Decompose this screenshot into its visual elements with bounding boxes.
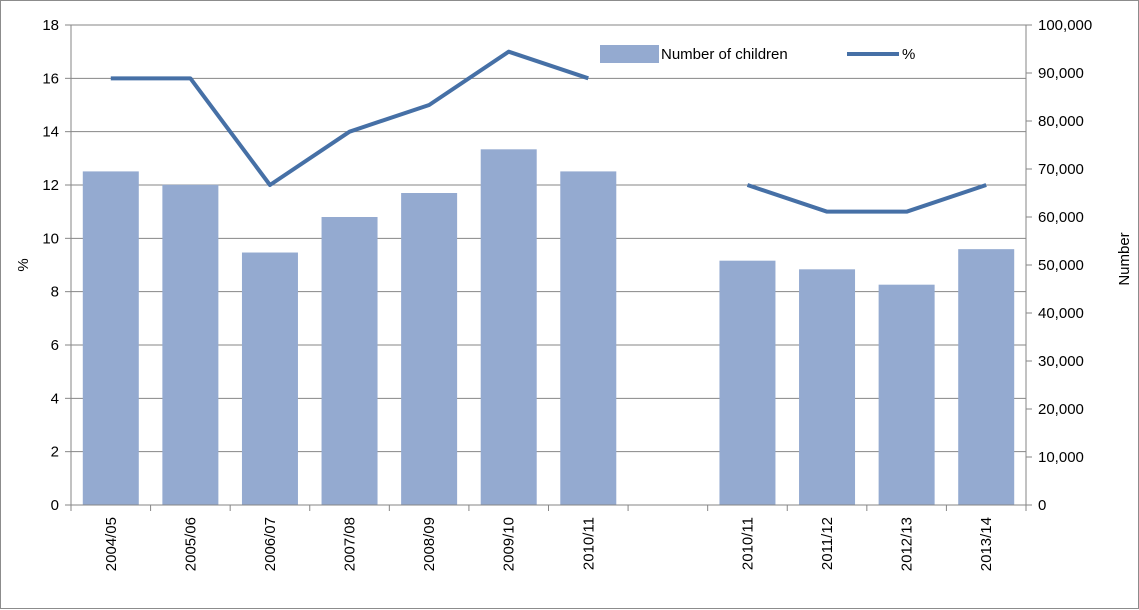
x-tick-label: 2004/05 [103, 517, 120, 571]
legend-label-bars: Number of children [661, 46, 788, 63]
y-tick-label-right: 30,000 [1038, 353, 1084, 370]
x-tick-label: 2007/08 [342, 517, 359, 571]
y-tick-label-right: 50,000 [1038, 257, 1084, 274]
y-axis-title-right: Number [1116, 232, 1133, 285]
y-tick-label-right: 40,000 [1038, 305, 1084, 322]
bar [82, 171, 139, 505]
y-tick-label-left: 16 [42, 70, 59, 87]
y-tick-label-left: 2 [51, 444, 59, 461]
y-tick-label-left: 10 [42, 230, 59, 247]
line-series [110, 49, 589, 187]
y-tick-label-left: 8 [51, 284, 59, 301]
y-tick-label-right: 10,000 [1038, 449, 1084, 466]
x-tick-label: 2008/09 [421, 517, 438, 571]
x-tick-label: 2010/11 [739, 517, 756, 570]
legend-swatch-bars [600, 45, 659, 63]
bar [719, 260, 776, 505]
y-tick-label-left: 12 [42, 177, 59, 194]
x-tick-label: 2005/06 [182, 517, 199, 571]
bar [799, 269, 856, 505]
y-tick-label-left: 14 [42, 124, 59, 141]
bar [958, 249, 1015, 505]
y-tick-label-right: 0 [1038, 497, 1046, 514]
x-tick-label: 2012/13 [899, 517, 916, 571]
y-tick-label-right: 80,000 [1038, 113, 1084, 130]
x-tick-label: 2009/10 [501, 517, 518, 571]
y-tick-label-right: 70,000 [1038, 161, 1084, 178]
x-tick-label: 2013/14 [978, 517, 995, 571]
y-tick-label-right: 20,000 [1038, 401, 1084, 418]
x-tick-label: 2011/12 [819, 517, 836, 570]
bar [321, 217, 378, 505]
y-tick-label-right: 60,000 [1038, 209, 1084, 226]
y-tick-label-right: 90,000 [1038, 65, 1084, 82]
bar [878, 284, 935, 505]
y-tick-label-right: 100,000 [1038, 17, 1092, 34]
bar [560, 171, 617, 505]
legend-label-line: % [902, 46, 915, 63]
bar [401, 193, 458, 505]
y-tick-label-left: 6 [51, 337, 59, 354]
x-tick-label: 2010/11 [580, 517, 597, 570]
bar [162, 184, 219, 505]
y-axis-title-left: % [15, 258, 32, 271]
y-tick-label-left: 4 [51, 390, 59, 407]
line-series [746, 183, 987, 214]
bar [241, 252, 298, 505]
bar [480, 149, 537, 505]
y-tick-label-left: 0 [51, 497, 59, 514]
y-tick-label-left: 18 [42, 17, 59, 34]
x-tick-label: 2006/07 [262, 517, 279, 571]
